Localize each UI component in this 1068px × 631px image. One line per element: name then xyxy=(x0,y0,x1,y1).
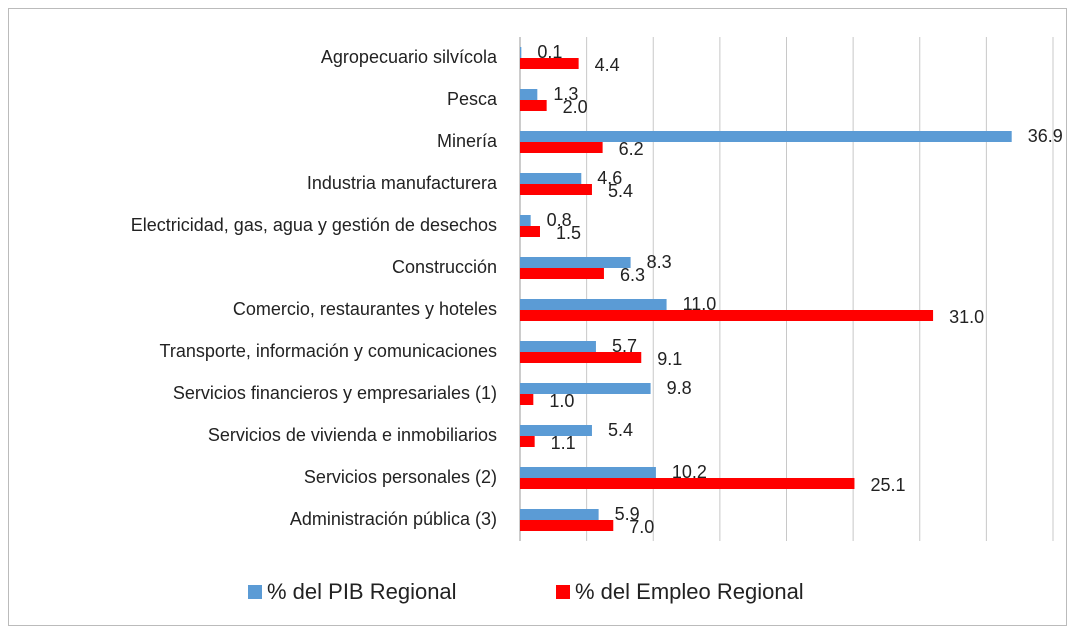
value-label: 2.0 xyxy=(563,97,588,117)
legend-swatch xyxy=(248,585,262,599)
bar xyxy=(520,215,531,226)
legend-label: % del Empleo Regional xyxy=(575,579,804,604)
value-label: 31.0 xyxy=(949,307,984,327)
bar xyxy=(520,394,534,405)
bar xyxy=(520,184,592,195)
category-label: Minería xyxy=(437,131,498,151)
value-label: 5.7 xyxy=(612,336,637,356)
value-label: 1.1 xyxy=(551,433,576,453)
category-label: Comercio, restaurantes y hoteles xyxy=(233,299,497,319)
bar xyxy=(520,436,535,447)
bar xyxy=(520,100,547,111)
category-label: Industria manufacturera xyxy=(307,173,498,193)
value-label: 7.0 xyxy=(629,517,654,537)
value-label: 0.8 xyxy=(547,210,572,230)
bar xyxy=(520,58,579,69)
value-label: 6.3 xyxy=(620,265,645,285)
value-label: 25.1 xyxy=(870,475,905,495)
bar xyxy=(520,352,642,363)
bar xyxy=(520,310,934,321)
value-label: 0.1 xyxy=(537,42,562,62)
category-label: Pesca xyxy=(447,89,498,109)
bar xyxy=(520,89,538,100)
bar xyxy=(520,131,1012,142)
value-label: 5.4 xyxy=(608,420,633,440)
bar xyxy=(520,257,631,268)
bar xyxy=(520,142,603,153)
value-label: 8.3 xyxy=(647,252,672,272)
legend-swatch xyxy=(556,585,570,599)
category-label: Servicios de vivienda e inmobiliarios xyxy=(208,425,497,445)
value-label: 9.8 xyxy=(667,378,692,398)
value-label: 4.6 xyxy=(597,168,622,188)
bar xyxy=(520,268,604,279)
value-label: 10.2 xyxy=(672,462,707,482)
legend-label: % del PIB Regional xyxy=(267,579,457,604)
bar xyxy=(520,520,614,531)
category-label: Agropecuario silvícola xyxy=(321,47,498,67)
category-label: Transporte, información y comunicaciones xyxy=(160,341,497,361)
value-label: 5.9 xyxy=(615,504,640,524)
value-label: 36.9 xyxy=(1028,126,1063,146)
value-label: 1.5 xyxy=(556,223,581,243)
bar xyxy=(520,509,599,520)
value-label: 1.3 xyxy=(553,84,578,104)
bar xyxy=(520,467,656,478)
category-label: Electricidad, gas, agua y gestión de des… xyxy=(131,215,497,235)
category-label: Construcción xyxy=(392,257,497,277)
bar xyxy=(520,47,522,58)
value-label: 6.2 xyxy=(619,139,644,159)
bar xyxy=(520,299,667,310)
value-label: 4.4 xyxy=(595,55,620,75)
category-label: Servicios personales (2) xyxy=(304,467,497,487)
bar xyxy=(520,173,582,184)
category-label: Servicios financieros y empresariales (1… xyxy=(173,383,497,403)
bar xyxy=(520,383,651,394)
bar xyxy=(520,425,592,436)
value-label: 11.0 xyxy=(683,294,717,314)
category-label: Administración pública (3) xyxy=(290,509,497,529)
value-label: 9.1 xyxy=(657,349,682,369)
bar xyxy=(520,341,596,352)
bar xyxy=(520,478,855,489)
bar xyxy=(520,226,540,237)
value-label: 5.4 xyxy=(608,181,633,201)
value-label: 1.0 xyxy=(549,391,574,411)
